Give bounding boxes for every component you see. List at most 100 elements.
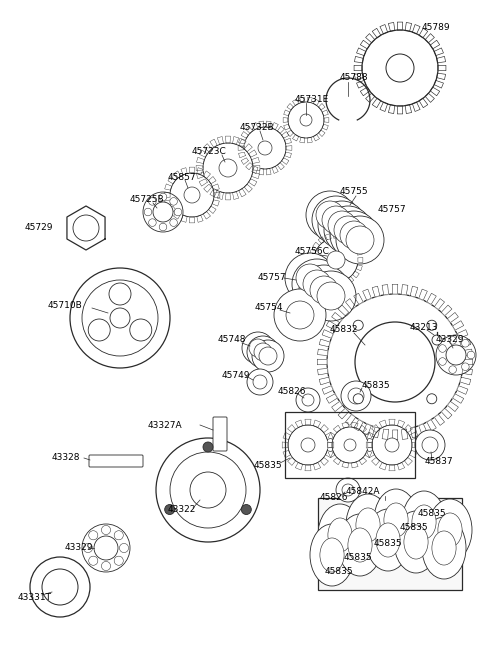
Circle shape <box>244 127 286 169</box>
Circle shape <box>314 238 358 282</box>
Polygon shape <box>288 424 296 432</box>
Polygon shape <box>325 280 331 287</box>
Text: 45789: 45789 <box>422 24 451 33</box>
Polygon shape <box>410 286 418 297</box>
Circle shape <box>109 283 131 305</box>
Circle shape <box>340 221 368 249</box>
Polygon shape <box>388 105 395 113</box>
Circle shape <box>84 543 93 552</box>
Polygon shape <box>342 422 348 428</box>
Polygon shape <box>434 415 444 425</box>
Circle shape <box>82 280 158 356</box>
Polygon shape <box>252 157 260 163</box>
Polygon shape <box>357 48 366 56</box>
Text: 45756C: 45756C <box>295 247 330 256</box>
Polygon shape <box>204 144 212 152</box>
Polygon shape <box>360 87 370 96</box>
Polygon shape <box>388 22 395 31</box>
Polygon shape <box>313 462 321 470</box>
Polygon shape <box>352 242 359 249</box>
Polygon shape <box>437 73 445 79</box>
Polygon shape <box>313 99 320 106</box>
Polygon shape <box>441 305 452 316</box>
Polygon shape <box>208 206 216 213</box>
Ellipse shape <box>310 524 354 586</box>
Polygon shape <box>282 442 288 448</box>
Circle shape <box>247 369 273 395</box>
Polygon shape <box>419 289 427 300</box>
Polygon shape <box>447 312 458 323</box>
Polygon shape <box>283 451 290 458</box>
Polygon shape <box>372 427 380 438</box>
Polygon shape <box>305 419 311 425</box>
Polygon shape <box>346 415 356 425</box>
Circle shape <box>184 187 200 203</box>
Ellipse shape <box>402 491 446 553</box>
Circle shape <box>341 381 371 411</box>
Circle shape <box>149 219 156 226</box>
Ellipse shape <box>338 514 382 576</box>
Circle shape <box>143 192 183 232</box>
Polygon shape <box>252 166 258 173</box>
Polygon shape <box>354 293 363 304</box>
Circle shape <box>301 438 315 452</box>
Text: 45835: 45835 <box>362 380 391 390</box>
Polygon shape <box>319 130 325 136</box>
Text: 45723C: 45723C <box>192 148 227 157</box>
Polygon shape <box>401 285 408 295</box>
Polygon shape <box>434 48 444 56</box>
Polygon shape <box>372 28 381 37</box>
Polygon shape <box>244 184 252 192</box>
Circle shape <box>130 319 152 341</box>
Polygon shape <box>347 276 354 283</box>
Circle shape <box>159 223 167 231</box>
Circle shape <box>174 208 182 216</box>
Circle shape <box>330 211 378 259</box>
Polygon shape <box>326 321 337 330</box>
Ellipse shape <box>328 518 352 552</box>
Circle shape <box>114 556 123 565</box>
Polygon shape <box>352 422 358 428</box>
Polygon shape <box>252 173 260 178</box>
Polygon shape <box>447 401 458 411</box>
Polygon shape <box>253 165 260 171</box>
Text: 45757: 45757 <box>378 205 407 215</box>
Text: 43329: 43329 <box>65 544 94 552</box>
Polygon shape <box>319 377 330 385</box>
Polygon shape <box>277 126 284 133</box>
Polygon shape <box>287 130 293 136</box>
Polygon shape <box>438 66 446 71</box>
Polygon shape <box>305 465 311 471</box>
Polygon shape <box>372 457 380 465</box>
Circle shape <box>88 319 110 341</box>
Circle shape <box>242 332 274 364</box>
Circle shape <box>362 30 438 106</box>
Polygon shape <box>241 131 248 138</box>
Polygon shape <box>310 265 316 271</box>
Polygon shape <box>363 289 371 300</box>
Polygon shape <box>288 457 296 465</box>
Circle shape <box>310 276 338 304</box>
Polygon shape <box>334 282 338 287</box>
Polygon shape <box>239 152 245 158</box>
Polygon shape <box>226 193 230 200</box>
Polygon shape <box>460 377 471 385</box>
Circle shape <box>427 394 437 404</box>
Polygon shape <box>272 123 278 130</box>
Polygon shape <box>358 257 363 262</box>
Polygon shape <box>352 462 358 468</box>
Polygon shape <box>214 192 220 197</box>
Polygon shape <box>368 442 373 448</box>
Polygon shape <box>168 206 176 213</box>
Ellipse shape <box>346 494 390 556</box>
Polygon shape <box>334 425 341 432</box>
Ellipse shape <box>432 531 456 565</box>
Circle shape <box>462 363 469 371</box>
Text: 45826: 45826 <box>278 388 307 396</box>
Circle shape <box>439 358 446 365</box>
Circle shape <box>170 173 214 217</box>
Polygon shape <box>190 217 194 223</box>
Circle shape <box>165 504 175 514</box>
Circle shape <box>252 340 284 372</box>
Polygon shape <box>404 424 412 432</box>
